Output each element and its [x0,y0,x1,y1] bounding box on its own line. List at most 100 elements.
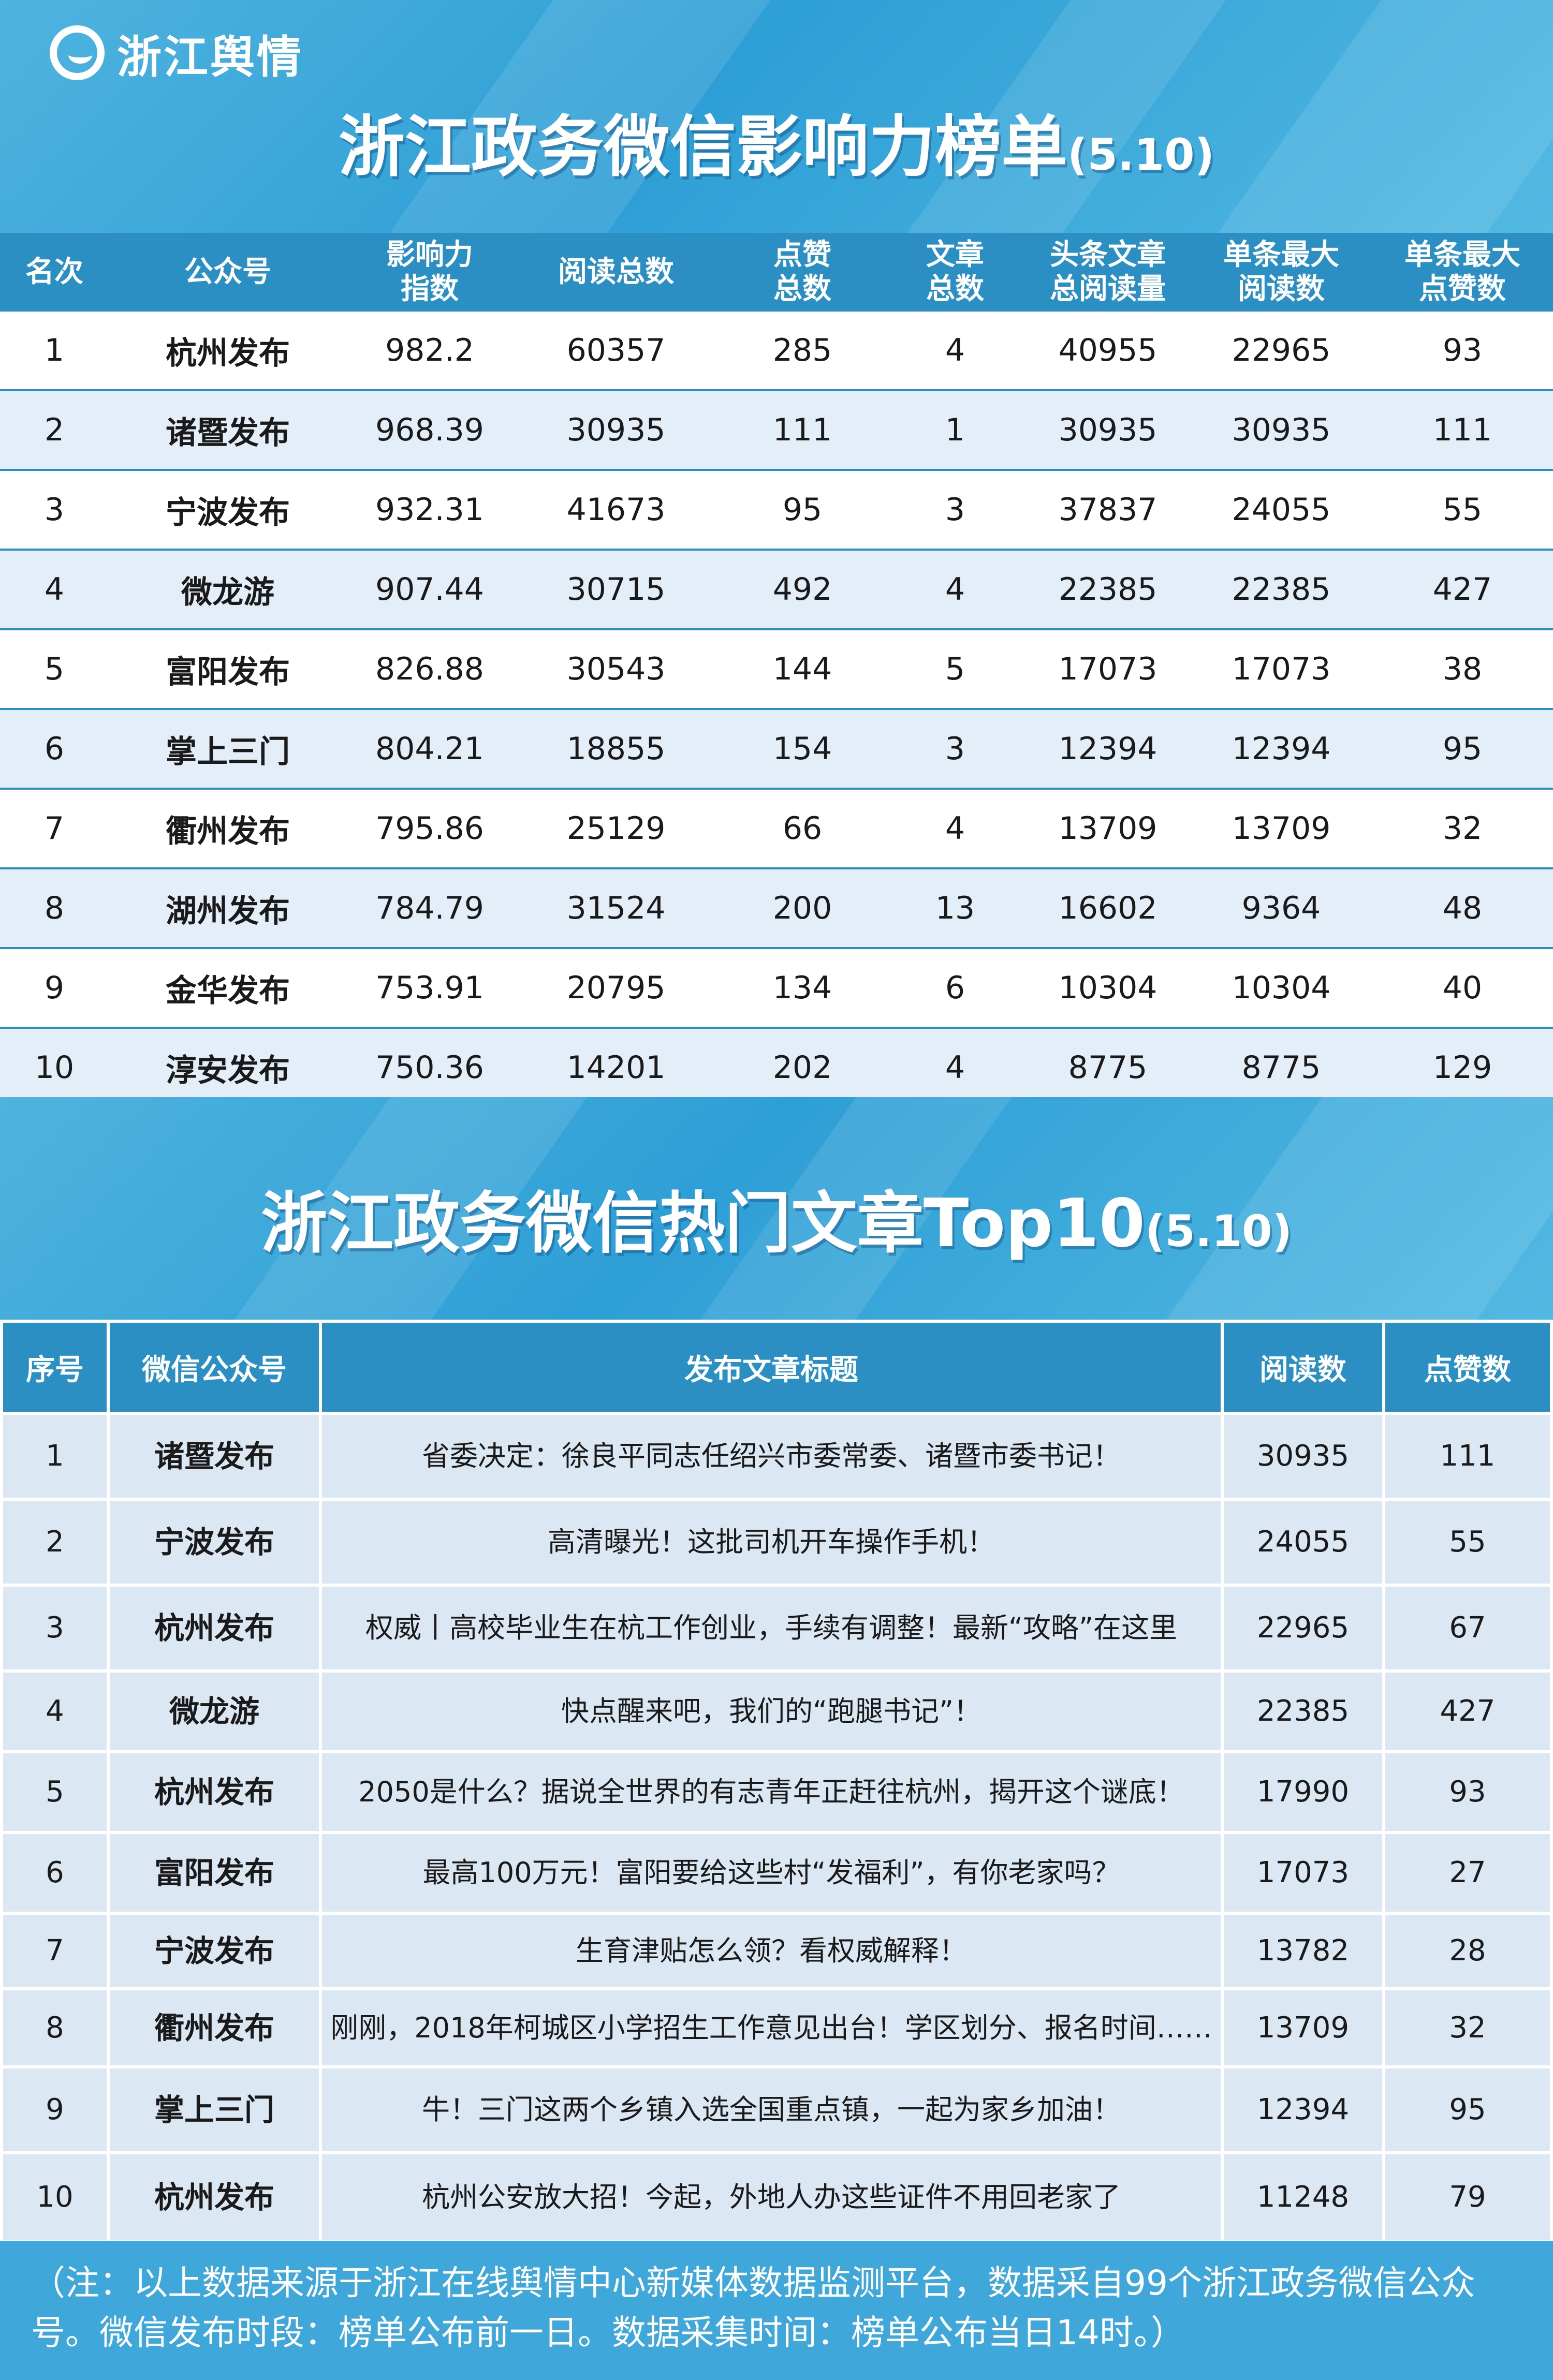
ranking-cell-max-reads: 13709 [1191,789,1372,869]
article-cell-article-title: 权威丨高校毕业生在杭工作创业，手续有调整！最新“攻略”在这里 [322,1587,1221,1669]
ranking-cell-article-count: 4 [885,312,1025,391]
ranking-cell-total-reads: 20795 [512,948,720,1029]
article-cell-reads: 17990 [1224,1753,1382,1831]
ranking-cell-article-count: 5 [885,629,1025,710]
ranking-header-label: 点赞数 [1419,272,1506,306]
ranking-cell-max-reads: 22385 [1191,550,1372,630]
ranking-cell-headline-reads: 30935 [1025,390,1191,471]
article-cell-article-title: 最高100万元！富阳要给这些村“发福利”，有你老家吗？ [322,1834,1221,1912]
article-cell-reads: 22965 [1224,1587,1382,1669]
ranking-cell-influence-index: 784.79 [347,868,512,949]
article-cell-article-title: 生育津贴怎么领？看权威解释！ [322,1915,1221,1987]
ranking-header-account: 公众号 [109,233,347,312]
ranking-cell-rank: 4 [0,550,109,630]
ranking-cell-total-reads: 30935 [512,390,720,471]
article-cell-reads: 22385 [1224,1673,1382,1750]
ranking-cell-max-likes: 95 [1372,709,1553,790]
article-cell-reads: 13709 [1224,1990,1382,2065]
ranking-cell-account: 掌上三门 [109,709,347,790]
ranking-cell-total-reads: 60357 [512,312,720,391]
ranking-cell-influence-index: 932.31 [347,470,512,551]
article-row: 8 衢州发布 刚刚，2018年柯城区小学招生工作意见出台！学区划分、报名时间…… 13… [3,1990,1550,2065]
ranking-header-label: 阅读数 [1238,272,1325,306]
ranking-cell-total-likes: 134 [720,948,885,1029]
ranking-cell-influence-index: 982.2 [347,312,512,391]
article-cell-account: 富阳发布 [110,1834,319,1912]
ranking-cell-total-reads: 31524 [512,868,720,949]
article-row: 1 诸暨发布 省委决定：徐良平同志任绍兴市委常委、诸暨市委书记！ 30935 111 [3,1415,1550,1498]
articles-banner: 浙江政务微信热门文章Top10(5.10) [0,1097,1553,1320]
article-cell-index: 4 [3,1673,107,1750]
ranking-cell-rank: 8 [0,868,109,949]
article-cell-reads: 12394 [1224,2068,1382,2151]
ranking-title-text: 浙江政务微信影响力榜单 [338,109,1067,186]
articles-table: 序号 微信公众号 发布文章标题 阅读数 点赞数 1 诸暨发布 省委决定：徐良平同志任绍兴市委… [0,1320,1553,2243]
article-cell-account: 杭州发布 [110,1753,319,1831]
article-cell-article-title: 杭州公安放大招！今起，外地人办这些证件不用回老家了 [322,2154,1221,2240]
article-cell-index: 1 [3,1415,107,1498]
ranking-header-label: 头条文章 [1050,238,1166,272]
ranking-cell-account: 衢州发布 [109,789,347,869]
ranking-cell-influence-index: 795.86 [347,789,512,869]
ranking-header-label: 单条最大 [1223,238,1339,272]
article-cell-article-title: 2050是什么？据说全世界的有志青年正赶往杭州，揭开这个谜底！ [322,1753,1221,1831]
article-cell-index: 6 [3,1834,107,1912]
ranking-header-label: 影响力 [386,238,473,272]
ranking-cell-total-reads: 41673 [512,470,720,551]
article-cell-index: 9 [3,2068,107,2151]
ranking-cell-max-likes: 38 [1372,629,1553,710]
ranking-row: 3 宁波发布 932.31 41673 95 3 37837 24055 55 [0,470,1553,551]
ranking-table: 名次 公众号 影响力 指数 阅读总数 点赞 总数 文章 总数 头条文章 总阅读量 单条最大 阅读数 单条最… [0,233,1553,1108]
ranking-cell-influence-index: 750.36 [347,1028,512,1108]
article-cell-reads: 30935 [1224,1415,1382,1498]
ranking-header-influence-index: 影响力 指数 [347,233,512,312]
ranking-header-total-reads: 阅读总数 [512,233,720,312]
ranking-cell-account: 富阳发布 [109,629,347,710]
brand-logo: 浙江舆情 [50,22,303,84]
article-cell-likes: 28 [1385,1915,1550,1987]
ranking-cell-max-likes: 48 [1372,868,1553,949]
ranking-cell-total-likes: 154 [720,709,885,790]
ranking-cell-article-count: 4 [885,1028,1025,1108]
ranking-cell-account: 金华发布 [109,948,347,1029]
article-cell-likes: 32 [1385,1990,1550,2065]
ranking-cell-total-likes: 200 [720,868,885,949]
articles-header-account: 微信公众号 [110,1323,319,1412]
ranking-row: 1 杭州发布 982.2 60357 285 4 40955 22965 93 [0,312,1553,391]
ranking-cell-total-reads: 30543 [512,629,720,710]
brand-logo-icon [50,25,105,80]
ranking-row: 6 掌上三门 804.21 18855 154 3 12394 12394 95 [0,709,1553,790]
articles-title-date: (5.10) [1145,1206,1293,1256]
ranking-cell-total-reads: 14201 [512,1028,720,1108]
ranking-cell-max-likes: 32 [1372,789,1553,869]
ranking-header-label: 单条最大 [1404,238,1520,272]
article-cell-index: 8 [3,1990,107,2065]
ranking-cell-max-reads: 8775 [1191,1028,1372,1108]
article-cell-index: 2 [3,1501,107,1584]
ranking-cell-account: 淳安发布 [109,1028,347,1108]
ranking-row: 10 淳安发布 750.36 14201 202 4 8775 8775 129 [0,1028,1553,1108]
ranking-header-label: 指数 [401,272,459,306]
ranking-title: 浙江政务微信影响力榜单(5.10) [0,93,1553,189]
ranking-cell-total-likes: 95 [720,470,885,551]
articles-header-article-title: 发布文章标题 [322,1323,1221,1412]
article-cell-reads: 13782 [1224,1915,1382,1987]
ranking-cell-headline-reads: 16602 [1025,868,1191,949]
article-cell-likes: 93 [1385,1753,1550,1831]
article-cell-likes: 95 [1385,2068,1550,2151]
ranking-cell-rank: 10 [0,1028,109,1108]
ranking-cell-account: 杭州发布 [109,312,347,391]
ranking-cell-max-likes: 55 [1372,470,1553,551]
article-row: 3 杭州发布 权威丨高校毕业生在杭工作创业，手续有调整！最新“攻略”在这里 22965… [3,1587,1550,1669]
ranking-cell-total-likes: 285 [720,312,885,391]
articles-header-likes: 点赞数 [1385,1323,1550,1412]
article-cell-article-title: 省委决定：徐良平同志任绍兴市委常委、诸暨市委书记！ [322,1415,1221,1498]
ranking-header-total-likes: 点赞 总数 [720,233,885,312]
ranking-row: 2 诸暨发布 968.39 30935 111 1 30935 30935 111 [0,390,1553,471]
article-cell-account: 杭州发布 [110,2154,319,2240]
ranking-row: 5 富阳发布 826.88 30543 144 5 17073 17073 38 [0,629,1553,710]
article-row: 6 富阳发布 最高100万元！富阳要给这些村“发福利”，有你老家吗？ 17073 27 [3,1834,1550,1912]
ranking-cell-max-reads: 30935 [1191,390,1372,471]
article-cell-likes: 427 [1385,1673,1550,1750]
articles-title-text: 浙江政务微信热门文章Top10 [260,1185,1145,1262]
